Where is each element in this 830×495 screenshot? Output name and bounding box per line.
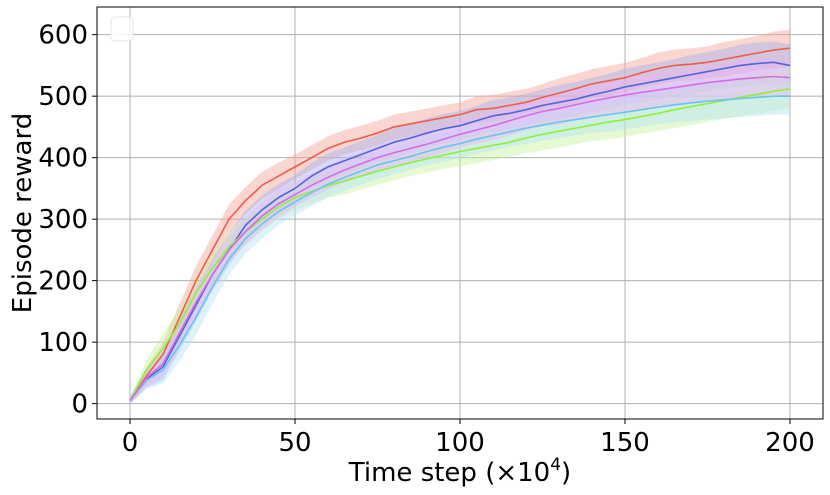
series-lines xyxy=(129,47,791,402)
series-4-line xyxy=(129,95,790,402)
x-axis-title-close: ) xyxy=(561,458,571,488)
x-tick-label: 50 xyxy=(278,428,311,458)
x-axis-title-main: Time step (×10 xyxy=(348,458,550,488)
grid-lines xyxy=(97,7,823,419)
y-tick-label: 200 xyxy=(38,267,88,297)
y-tick-label: 100 xyxy=(38,328,88,358)
x-axis-ticks: 0 50 100 150 200 xyxy=(122,419,815,458)
x-tick-label: 0 xyxy=(122,428,139,458)
x-tick-label: 150 xyxy=(600,428,650,458)
y-tick-label: 300 xyxy=(38,205,88,235)
y-tick-label: 600 xyxy=(38,21,88,51)
x-axis-title-exponent: 4 xyxy=(550,455,561,475)
legend-box xyxy=(110,16,134,42)
y-axis-ticks: 0 100 200 300 400 500 600 xyxy=(38,21,97,420)
series-1-band xyxy=(130,29,790,405)
series-2-line xyxy=(129,61,791,402)
y-tick-label: 500 xyxy=(38,82,88,112)
series-1-line xyxy=(129,47,791,401)
series-5-line xyxy=(129,75,791,402)
y-tick-label: 0 xyxy=(71,390,88,420)
x-tick-label: 100 xyxy=(435,428,485,458)
y-axis-title: Episode reward xyxy=(8,113,38,313)
x-tick-label: 200 xyxy=(765,428,815,458)
x-axis-title: Time step (×104) xyxy=(348,455,571,488)
series-5-band xyxy=(130,58,790,405)
y-tick-label: 400 xyxy=(38,144,88,174)
series-3-band xyxy=(130,69,790,405)
